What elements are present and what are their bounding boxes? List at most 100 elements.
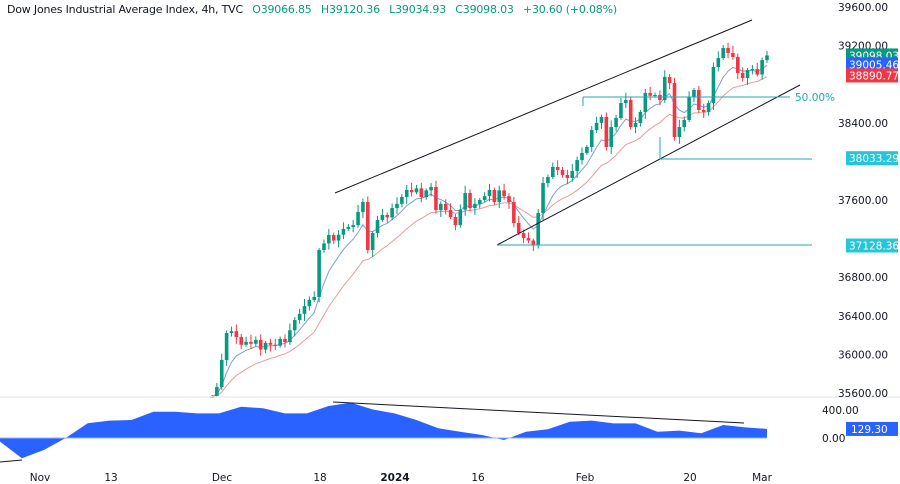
candle-body bbox=[244, 341, 248, 345]
candle bbox=[307, 296, 312, 311]
candle bbox=[219, 353, 224, 390]
candle bbox=[249, 334, 253, 350]
candle bbox=[400, 194, 404, 208]
candle bbox=[244, 336, 248, 347]
candle bbox=[302, 298, 307, 321]
candle bbox=[351, 220, 355, 233]
candle bbox=[492, 187, 497, 205]
candle-body bbox=[361, 202, 365, 212]
candle bbox=[706, 100, 711, 116]
candle-body bbox=[219, 359, 224, 388]
indicator-axis-label: 400.00 bbox=[822, 405, 859, 417]
candle bbox=[682, 116, 687, 132]
time-axis-label: 18 bbox=[313, 472, 326, 484]
price-tags: 39098.0339005.4638890.7738033.2937128.36… bbox=[846, 48, 899, 436]
drawings: 50.00% bbox=[0, 19, 835, 463]
candle-body bbox=[619, 103, 623, 118]
candle-body bbox=[697, 89, 701, 110]
candle bbox=[638, 110, 643, 127]
candle-body bbox=[589, 130, 594, 147]
candle-body bbox=[541, 183, 545, 214]
candle-body bbox=[575, 160, 579, 172]
candle bbox=[575, 156, 579, 178]
candle-body bbox=[502, 190, 506, 197]
channel-upper-line[interactable] bbox=[334, 19, 753, 194]
candle bbox=[502, 183, 506, 200]
moving-averages bbox=[211, 64, 768, 397]
candle bbox=[254, 336, 258, 347]
chart-header: Dow Jones Industrial Average Index, 4h, … bbox=[7, 3, 617, 16]
indicator-value-tag: 129.30 bbox=[846, 421, 898, 436]
candle-body bbox=[609, 127, 614, 148]
candle bbox=[439, 201, 443, 217]
candle bbox=[327, 228, 331, 250]
indicator-axis-label: 0.00 bbox=[822, 433, 845, 445]
candle bbox=[740, 67, 745, 82]
candle-body bbox=[468, 192, 472, 209]
candle-body bbox=[327, 235, 331, 244]
candle-body bbox=[375, 219, 380, 234]
candle bbox=[687, 91, 691, 122]
ohlc-close: C39098.03 bbox=[455, 3, 514, 16]
candle bbox=[692, 88, 696, 103]
candle bbox=[239, 334, 244, 350]
time-axis-label: Dec bbox=[212, 472, 233, 484]
candle-body bbox=[239, 337, 244, 345]
candle-body bbox=[706, 103, 711, 112]
candle bbox=[263, 340, 268, 354]
price-axis-label: 36400.00 bbox=[838, 311, 888, 323]
candle-body bbox=[336, 234, 341, 241]
candle-body bbox=[487, 189, 492, 197]
candle-body bbox=[380, 214, 385, 220]
candle-body bbox=[701, 109, 706, 112]
candle bbox=[628, 96, 633, 130]
price-axis-label: 36000.00 bbox=[838, 349, 888, 361]
candle bbox=[721, 45, 725, 60]
candle-body bbox=[263, 342, 268, 350]
candle bbox=[341, 222, 346, 240]
candle bbox=[643, 88, 648, 119]
candle bbox=[735, 53, 740, 80]
price-tag-bg bbox=[846, 238, 898, 253]
channel-lower-line[interactable] bbox=[496, 84, 801, 246]
candle bbox=[229, 326, 234, 337]
candle-body bbox=[346, 227, 351, 229]
time-axis[interactable]: Nov 13 Dec 18 2024 16 Feb 20 Mar bbox=[30, 472, 773, 484]
candle-body bbox=[463, 192, 467, 210]
candle bbox=[292, 317, 297, 337]
candle-body bbox=[229, 331, 234, 333]
candle bbox=[463, 185, 467, 216]
divergence-line[interactable] bbox=[332, 401, 745, 424]
candle-body bbox=[297, 313, 302, 321]
candle bbox=[604, 112, 609, 151]
candle-body bbox=[745, 70, 750, 79]
candle bbox=[390, 203, 394, 221]
price-axis-label: 36800.00 bbox=[838, 272, 888, 284]
candle-body bbox=[516, 222, 521, 234]
indicator-tag-label: 129.30 bbox=[851, 424, 888, 436]
candle bbox=[448, 203, 453, 219]
candle bbox=[512, 196, 516, 228]
candle bbox=[726, 42, 730, 59]
candle-body bbox=[482, 196, 487, 200]
candle bbox=[546, 174, 550, 188]
candle-body bbox=[560, 169, 565, 175]
candle-body bbox=[512, 202, 516, 223]
candle bbox=[589, 126, 594, 153]
candle-body bbox=[434, 186, 438, 211]
divergence-line-left[interactable] bbox=[0, 459, 23, 463]
candle bbox=[701, 103, 706, 119]
candle bbox=[361, 198, 365, 219]
candle-body bbox=[477, 200, 482, 204]
candle bbox=[614, 114, 618, 132]
time-axis-label: Nov bbox=[30, 472, 51, 484]
candle-body bbox=[628, 100, 633, 128]
candle bbox=[312, 291, 317, 302]
candle-body bbox=[492, 189, 497, 203]
candle-body bbox=[429, 186, 433, 191]
candle bbox=[317, 248, 321, 303]
candle-body bbox=[536, 213, 540, 245]
time-axis-label: Feb bbox=[576, 472, 595, 484]
candle-body bbox=[424, 190, 429, 198]
